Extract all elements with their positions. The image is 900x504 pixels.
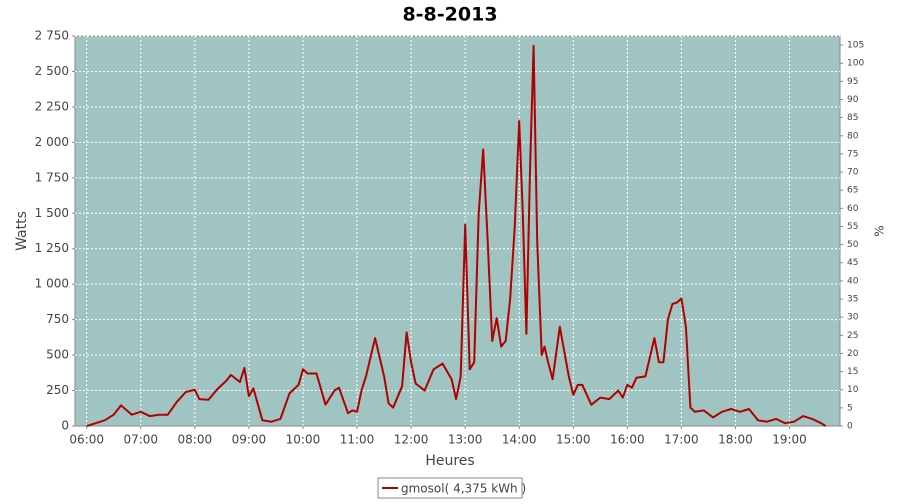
y2-tick-label: 85 bbox=[847, 113, 858, 123]
x-tick-label: 19:00 bbox=[772, 433, 807, 447]
y-tick-label: 250 bbox=[46, 383, 69, 397]
y2-tick-label: 30 bbox=[847, 313, 859, 323]
y2-tick-label: 25 bbox=[847, 331, 858, 341]
chart-title: 8-8-2013 bbox=[402, 4, 497, 26]
y-axis-label: Watts bbox=[14, 211, 30, 251]
x-tick-label: 13:00 bbox=[448, 433, 483, 447]
x-axis-label: Heures bbox=[425, 453, 474, 469]
x-tick-label: 18:00 bbox=[718, 433, 753, 447]
y-tick-label: 500 bbox=[46, 348, 69, 362]
x-tick-label: 07:00 bbox=[123, 433, 158, 447]
y-tick-label: 750 bbox=[46, 312, 69, 326]
y2-tick-label: 105 bbox=[847, 41, 864, 51]
y-tick-label: 2 500 bbox=[35, 64, 69, 78]
x-tick-label: 12:00 bbox=[394, 433, 429, 447]
y2-axis-label: % bbox=[873, 225, 887, 236]
legend bbox=[377, 477, 523, 499]
y2-tick-label: 35 bbox=[847, 295, 858, 305]
y2-tick-label: 70 bbox=[847, 168, 859, 178]
y2-tick-label: 100 bbox=[847, 59, 864, 69]
x-tick-label: 17:00 bbox=[664, 433, 699, 447]
y2-tick-label: 5 bbox=[847, 403, 853, 413]
y-tick-label: 2 000 bbox=[35, 135, 69, 149]
x-tick-label: 16:00 bbox=[610, 433, 645, 447]
y-tick-label: 1 250 bbox=[35, 241, 69, 255]
x-tick-label: 14:00 bbox=[502, 433, 537, 447]
y-tick-label: 1 750 bbox=[35, 170, 69, 184]
y2-tick-label: 15 bbox=[847, 367, 858, 377]
x-tick-label: 09:00 bbox=[232, 433, 267, 447]
x-tick-label: 10:00 bbox=[286, 433, 321, 447]
y-tick-label: 1 500 bbox=[35, 206, 69, 220]
y-tick-label: 0 bbox=[61, 419, 69, 433]
y2-tick-label: 0 bbox=[847, 422, 853, 432]
y2-tick-label: 10 bbox=[847, 385, 859, 395]
y2-tick-label: 50 bbox=[847, 240, 859, 250]
y2-tick-label: 55 bbox=[847, 222, 858, 232]
y-tick-label: 2 750 bbox=[35, 29, 69, 43]
y2-tick-label: 90 bbox=[847, 95, 859, 105]
y2-tick-label: 95 bbox=[847, 77, 858, 87]
legend-label: gmosol( 4,375 kWh ) bbox=[401, 482, 526, 496]
y2-tick-label: 80 bbox=[847, 131, 859, 141]
y-tick-label: 2 250 bbox=[35, 99, 69, 113]
y2-tick-label: 60 bbox=[847, 204, 859, 214]
y2-tick-label: 40 bbox=[847, 276, 859, 286]
y2-tick-label: 20 bbox=[847, 349, 859, 359]
y-tick-label: 1 000 bbox=[35, 277, 69, 291]
x-tick-label: 06:00 bbox=[69, 433, 104, 447]
x-tick-label: 15:00 bbox=[556, 433, 591, 447]
y2-tick-label: 45 bbox=[847, 258, 858, 268]
plot-area bbox=[74, 35, 841, 427]
x-tick-label: 08:00 bbox=[178, 433, 213, 447]
x-tick-label: 11:00 bbox=[340, 433, 375, 447]
series-line bbox=[86, 44, 827, 427]
y2-tick-label: 75 bbox=[847, 149, 858, 159]
y2-tick-label: 65 bbox=[847, 186, 858, 196]
